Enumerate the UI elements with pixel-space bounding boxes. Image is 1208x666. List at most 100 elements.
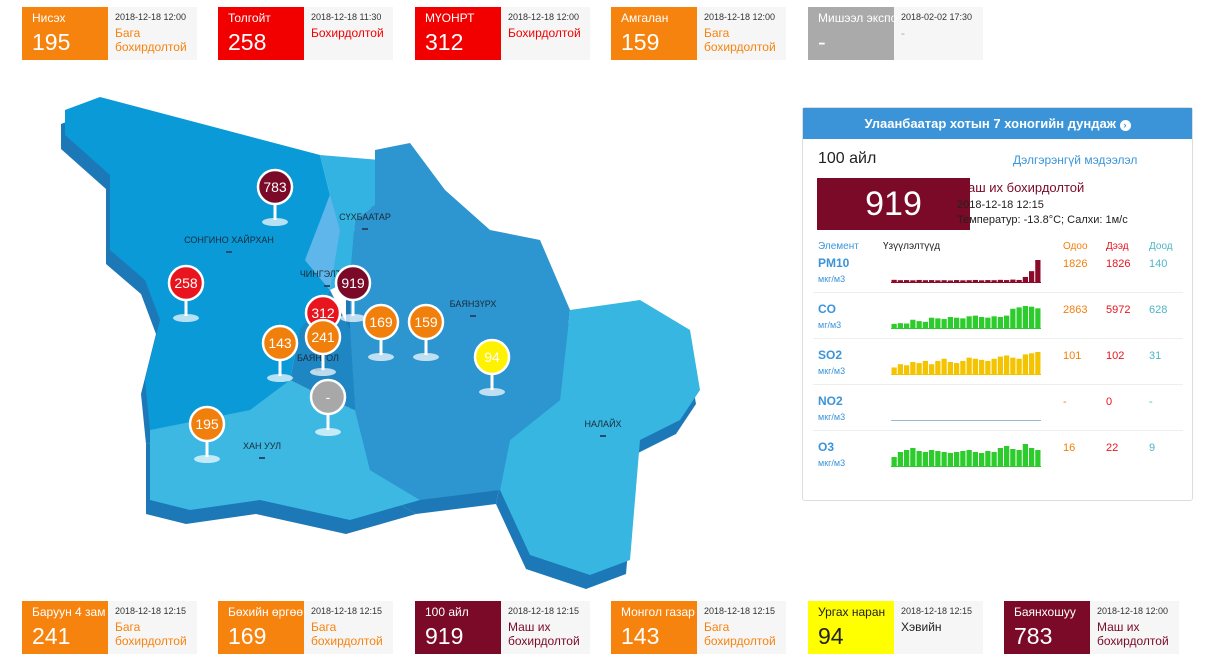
element-max: 5972: [1106, 304, 1131, 316]
spark-bar: [910, 362, 916, 374]
district[interactable]: [305, 195, 340, 290]
map-marker[interactable]: -: [309, 378, 347, 436]
spark-bar: [972, 452, 978, 466]
district-label: ХАН УУЛ: [243, 441, 281, 451]
map-marker[interactable]: 258: [167, 264, 205, 322]
spark-bar: [979, 280, 985, 282]
map-marker[interactable]: 169: [362, 303, 400, 361]
marker-circle: [261, 324, 299, 362]
spark-bar: [972, 315, 978, 328]
station-card[interactable]: Нисэх 195 2018-12-18 12:00 Бага бохирдолтой: [22, 7, 197, 60]
station-card[interactable]: Баянхошуу 783 2018-12-18 12:00 Маш их бохир…: [1004, 601, 1179, 654]
station-time: 2018-12-18 12:00: [1097, 606, 1169, 616]
spark-bar: [1004, 446, 1010, 466]
spark-bar: [1016, 279, 1022, 282]
marker-shadow: [267, 374, 293, 382]
district[interactable]: [500, 300, 700, 575]
station-card[interactable]: Амгалан 159 2018-12-18 12:00 Бага бохирдолт…: [611, 7, 786, 60]
station-value: 783: [1014, 623, 1053, 649]
station-time: 2018-12-18 12:00: [508, 12, 580, 22]
spark-bar: [997, 279, 1003, 282]
station-name: Амгалан: [621, 11, 669, 25]
spark-bar: [941, 452, 947, 466]
spark-bar: [1004, 315, 1010, 328]
marker-circle: [188, 405, 226, 443]
element-name: NO2: [818, 394, 843, 408]
weather: Температур: -13.8°C; Салхи: 1м/с: [957, 214, 1128, 226]
element-max: 0: [1106, 396, 1113, 408]
spark-bar: [954, 452, 960, 466]
card-color: [611, 601, 697, 654]
detail-link[interactable]: Дэлгэрэнгүй мэдээлэл: [1013, 153, 1138, 167]
district[interactable]: [350, 143, 570, 500]
element-unit: мг/м3: [818, 320, 842, 330]
station-status: Маш их бохирдолтой: [1097, 620, 1169, 648]
spark-bar: [941, 280, 947, 282]
marker-shadow: [194, 455, 220, 463]
station-card[interactable]: Баруун 4 зам 241 2018-12-18 12:15 Бага бохи…: [22, 601, 197, 654]
station-name: МҮОНРТ: [425, 11, 475, 25]
sparkline: [891, 352, 1041, 375]
station-card[interactable]: МҮОНРТ 312 2018-12-18 12:00 Бохирдолтой: [415, 7, 590, 60]
spark-bar: [966, 280, 972, 282]
spark-bar: [991, 280, 997, 282]
element-min: -: [1149, 396, 1153, 408]
map-marker[interactable]: 159: [407, 303, 445, 361]
element-now: 1826: [1063, 258, 1088, 270]
map-marker[interactable]: 195: [188, 405, 226, 463]
spark-bar: [1029, 448, 1035, 466]
station-time: 2018-02-02 17:30: [901, 12, 973, 22]
aqi-time: 2018-12-18 12:15: [957, 199, 1044, 211]
sparkline: [891, 444, 1041, 467]
row-divider: [813, 384, 1183, 385]
station-name: Нисэх: [32, 11, 66, 25]
element-min: 9: [1149, 442, 1156, 454]
spark-bar: [904, 280, 910, 282]
spark-bar: [985, 451, 991, 466]
map-marker[interactable]: 241: [304, 318, 342, 376]
spark-bar: [960, 451, 966, 466]
row-divider: [813, 338, 1183, 339]
element-unit: мкг/м3: [818, 274, 846, 284]
district-label: НАЛАЙХ: [584, 418, 621, 429]
spark-bar: [1004, 280, 1010, 282]
spark-bar: [1004, 355, 1010, 374]
station-value: 195: [32, 29, 71, 55]
marker-circle: [362, 303, 400, 341]
station-status: -: [901, 26, 905, 40]
map-marker[interactable]: 919: [334, 264, 372, 322]
spark-bar: [1022, 306, 1028, 328]
element-name: CO: [818, 302, 836, 316]
map-marker[interactable]: 783: [256, 168, 294, 226]
station-card[interactable]: Бөхийн өргөө 169 2018-12-18 12:15 Бага бохи…: [218, 601, 393, 654]
station-name: Монгол газар: [621, 605, 695, 619]
station-value: 241: [32, 623, 71, 649]
station-card[interactable]: Мишээл экспо -2018-02-02 17:30-: [808, 7, 983, 60]
element-unit: мкг/м3: [818, 366, 846, 376]
spark-bar: [929, 280, 935, 282]
district-label: БАЯНЗҮРХ: [450, 299, 497, 309]
map: СОНГИНО ХАЙРХАН СҮХБААТАР ЧИНГЭЛТЭЙ БАЯНГОЛ…: [61, 97, 700, 589]
spark-bar: [904, 450, 910, 466]
element-min: 140: [1149, 258, 1168, 270]
station-time: 2018-12-18 11:30: [311, 12, 382, 22]
station-time: 2018-12-18 12:00: [704, 12, 776, 22]
spark-bar: [929, 364, 935, 374]
district[interactable]: [150, 380, 420, 520]
station-card[interactable]: Монгол газар 143 2018-12-18 12:15 Бага бохи…: [611, 601, 786, 654]
station-name: Ургах наран: [818, 605, 886, 619]
map-marker[interactable]: 94: [473, 338, 511, 396]
spark-bar: [916, 363, 922, 374]
station-card[interactable]: Толгойт 258 2018-12-18 11:30 Бохирдолтой: [218, 7, 393, 60]
marker-circle: [304, 318, 342, 356]
spark-bar: [916, 451, 922, 466]
spark-bar: [1035, 450, 1041, 466]
panel-header[interactable]: Улаанбаатар хотын 7 хоногийн дундаж ›: [803, 108, 1192, 139]
map-marker[interactable]: 143: [261, 324, 299, 382]
marker-value: 143: [268, 335, 292, 351]
element-min: 628: [1149, 304, 1168, 316]
station-card[interactable]: 100 айл 919 2018-12-18 12:15 Маш их бохирдо…: [415, 601, 590, 654]
spark-bar: [922, 280, 928, 282]
station-card[interactable]: Ургах наран 94 2018-12-18 12:15 Хэвийн: [808, 601, 983, 654]
